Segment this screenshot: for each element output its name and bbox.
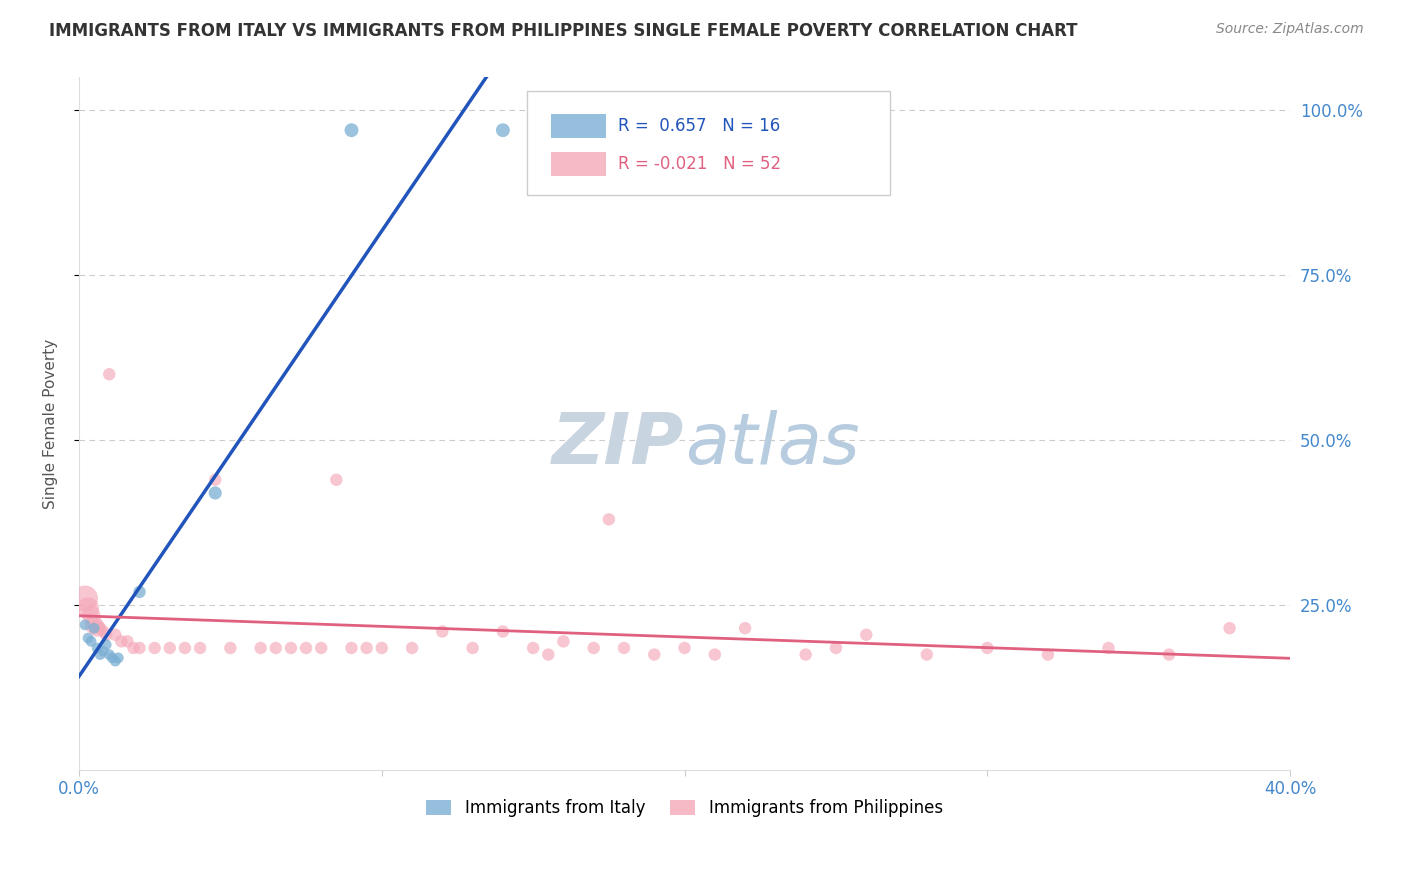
Point bbox=[89, 621, 111, 635]
Point bbox=[309, 640, 332, 655]
Point bbox=[356, 640, 378, 655]
Point bbox=[98, 648, 121, 662]
Point bbox=[1157, 648, 1180, 662]
Legend: Immigrants from Italy, Immigrants from Philippines: Immigrants from Italy, Immigrants from P… bbox=[420, 793, 949, 824]
Point bbox=[794, 648, 817, 662]
Point bbox=[77, 631, 100, 645]
Point bbox=[855, 628, 877, 642]
Point bbox=[492, 624, 515, 639]
Point bbox=[432, 624, 454, 639]
Point bbox=[83, 618, 105, 632]
Point bbox=[77, 601, 100, 615]
Point bbox=[204, 486, 226, 500]
Point bbox=[643, 648, 665, 662]
Point bbox=[598, 512, 620, 526]
Point bbox=[96, 628, 118, 642]
Point bbox=[825, 640, 848, 655]
Point bbox=[117, 634, 139, 648]
Point bbox=[264, 640, 287, 655]
Point bbox=[340, 640, 363, 655]
Point bbox=[461, 640, 484, 655]
Point bbox=[915, 648, 938, 662]
FancyBboxPatch shape bbox=[551, 152, 606, 176]
Text: Source: ZipAtlas.com: Source: ZipAtlas.com bbox=[1216, 22, 1364, 37]
Point bbox=[86, 640, 108, 655]
Point bbox=[188, 640, 211, 655]
Point bbox=[128, 640, 150, 655]
Point bbox=[174, 640, 197, 655]
Point bbox=[522, 640, 544, 655]
Point bbox=[537, 648, 560, 662]
Point bbox=[492, 123, 515, 137]
Point bbox=[143, 640, 166, 655]
Point bbox=[219, 640, 242, 655]
Point bbox=[1097, 640, 1119, 655]
Point bbox=[101, 651, 124, 665]
Point bbox=[673, 640, 696, 655]
Point bbox=[325, 473, 347, 487]
Point bbox=[159, 640, 181, 655]
Point bbox=[204, 473, 226, 487]
Point bbox=[73, 618, 96, 632]
Text: R =  0.657   N = 16: R = 0.657 N = 16 bbox=[619, 117, 780, 135]
Point bbox=[104, 628, 127, 642]
Point bbox=[86, 621, 108, 635]
Point bbox=[401, 640, 423, 655]
Point bbox=[1219, 621, 1241, 635]
Point bbox=[280, 640, 302, 655]
Point bbox=[128, 585, 150, 599]
Point bbox=[976, 640, 998, 655]
Point bbox=[613, 640, 636, 655]
Point bbox=[371, 640, 394, 655]
Point bbox=[80, 607, 103, 622]
Point bbox=[91, 644, 114, 658]
FancyBboxPatch shape bbox=[527, 91, 890, 195]
Point bbox=[104, 654, 127, 668]
Text: atlas: atlas bbox=[685, 410, 859, 479]
Point bbox=[107, 651, 129, 665]
Point bbox=[1036, 648, 1059, 662]
Point bbox=[98, 368, 121, 382]
FancyBboxPatch shape bbox=[551, 114, 606, 138]
Point bbox=[91, 624, 114, 639]
Text: IMMIGRANTS FROM ITALY VS IMMIGRANTS FROM PHILIPPINES SINGLE FEMALE POVERTY CORRE: IMMIGRANTS FROM ITALY VS IMMIGRANTS FROM… bbox=[49, 22, 1078, 40]
Text: ZIP: ZIP bbox=[553, 410, 685, 479]
Point bbox=[249, 640, 271, 655]
Point bbox=[89, 648, 111, 662]
Point bbox=[553, 634, 575, 648]
Point bbox=[582, 640, 605, 655]
Point bbox=[122, 640, 145, 655]
Y-axis label: Single Female Poverty: Single Female Poverty bbox=[44, 339, 58, 508]
Point bbox=[83, 621, 105, 635]
Point bbox=[96, 638, 118, 652]
Point bbox=[734, 621, 756, 635]
Point bbox=[110, 634, 132, 648]
Text: R = -0.021   N = 52: R = -0.021 N = 52 bbox=[619, 155, 782, 173]
Point bbox=[80, 634, 103, 648]
Point bbox=[703, 648, 725, 662]
Point bbox=[73, 591, 96, 606]
Point bbox=[295, 640, 318, 655]
Point bbox=[340, 123, 363, 137]
